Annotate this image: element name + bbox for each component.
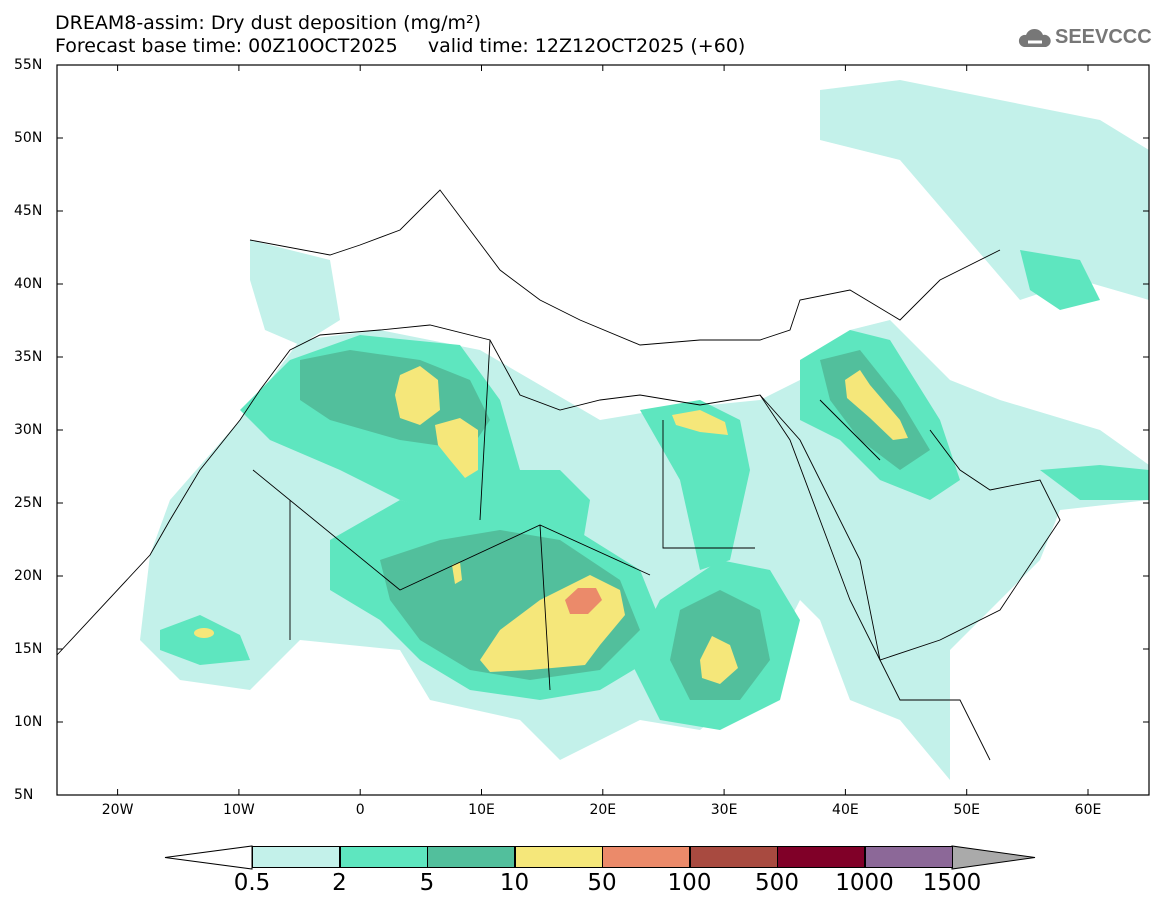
- lon-label: 0: [355, 802, 365, 818]
- colorbar-label: 500: [755, 870, 799, 896]
- colorbar-swatch: [339, 846, 428, 868]
- colorbar-low-arrow: [164, 845, 253, 870]
- cloud-icon: [1018, 28, 1051, 47]
- lat-label: 10N: [14, 714, 43, 730]
- colorbar-swatch: [689, 846, 778, 868]
- seevccc-logo: SEEVCCC: [1018, 26, 1152, 49]
- valid-time: valid time: 12Z12OCT2025 (+60): [427, 35, 746, 57]
- lon-label: 10E: [468, 802, 495, 818]
- colorbar-label: 2: [332, 870, 347, 896]
- contour-0.5-east: [820, 80, 1149, 300]
- colorbar-label: 10: [499, 870, 530, 896]
- base-time: Forecast base time: 00Z10OCT2025: [55, 35, 398, 57]
- contour-2-westafrica: [160, 615, 250, 665]
- lon-label: 10W: [223, 802, 255, 818]
- lat-label: 45N: [14, 203, 43, 219]
- contour-10-egypt: [672, 410, 728, 435]
- axis-ticks: [57, 64, 1149, 796]
- colorbar-label: 5: [419, 870, 435, 896]
- lon-label: 50E: [953, 802, 981, 818]
- lat-label: 25N: [14, 495, 43, 511]
- lat-label: 35N: [14, 349, 43, 365]
- contour-10-sudan: [700, 636, 738, 684]
- lat-label: 40N: [14, 276, 43, 292]
- lat-label: 55N: [14, 57, 43, 73]
- colorbar-label: 1000: [835, 870, 894, 896]
- colorbar-swatch: [427, 846, 515, 868]
- colorbar-swatch: [777, 846, 865, 868]
- contour-10-iraq: [845, 370, 908, 440]
- contour-2-gulf: [1040, 465, 1149, 500]
- map-title: DREAM8-assim: Dry dust deposition (mg/m²…: [55, 12, 482, 34]
- colorbar-swatch: [252, 846, 340, 868]
- lat-label: 50N: [14, 130, 43, 146]
- lon-label: 30E: [710, 802, 738, 818]
- coastline-africa: [56, 324, 991, 761]
- contour-2-egypt: [640, 400, 750, 570]
- lat-label: 5N: [14, 787, 34, 803]
- contour-50-chad: [565, 588, 602, 614]
- lon-label: 60E: [1074, 802, 1102, 818]
- lon-label: 20E: [589, 802, 617, 818]
- contour-10-senegal: [194, 628, 214, 638]
- contour-0.5-iberia: [250, 240, 340, 345]
- deposition-contours: [140, 80, 1149, 780]
- contour-10-algeria-2: [435, 418, 478, 478]
- coastline-europe: [249, 189, 1001, 346]
- colorbar-swatch: [602, 846, 690, 868]
- lat-label: 20N: [14, 568, 43, 584]
- contour-10-niger: [452, 562, 462, 584]
- colorbar-swatch: [514, 846, 603, 868]
- border-lines: [252, 339, 881, 691]
- lon-label: 40E: [832, 802, 859, 818]
- colorbar-high-arrow: [951, 845, 1036, 870]
- coastline-arabia: [759, 394, 1061, 661]
- borders: [56, 189, 1061, 761]
- colorbar-label: 100: [667, 870, 712, 896]
- logo-text: SEEVCCC: [1055, 26, 1152, 48]
- lat-label: 15N: [14, 641, 43, 657]
- forecast-times: Forecast base time: 00Z10OCT2025 valid t…: [55, 35, 745, 57]
- colorbar-label: 50: [587, 870, 617, 896]
- contour-2-caspian: [1020, 250, 1100, 310]
- lat-label: 30N: [14, 422, 43, 438]
- colorbar-label: 0.5: [233, 870, 271, 896]
- lon-label: 20W: [101, 802, 134, 818]
- colorbar-label: 1500: [922, 870, 982, 896]
- contour-10-algeria-1: [395, 366, 440, 425]
- colorbar-swatch: [864, 846, 953, 868]
